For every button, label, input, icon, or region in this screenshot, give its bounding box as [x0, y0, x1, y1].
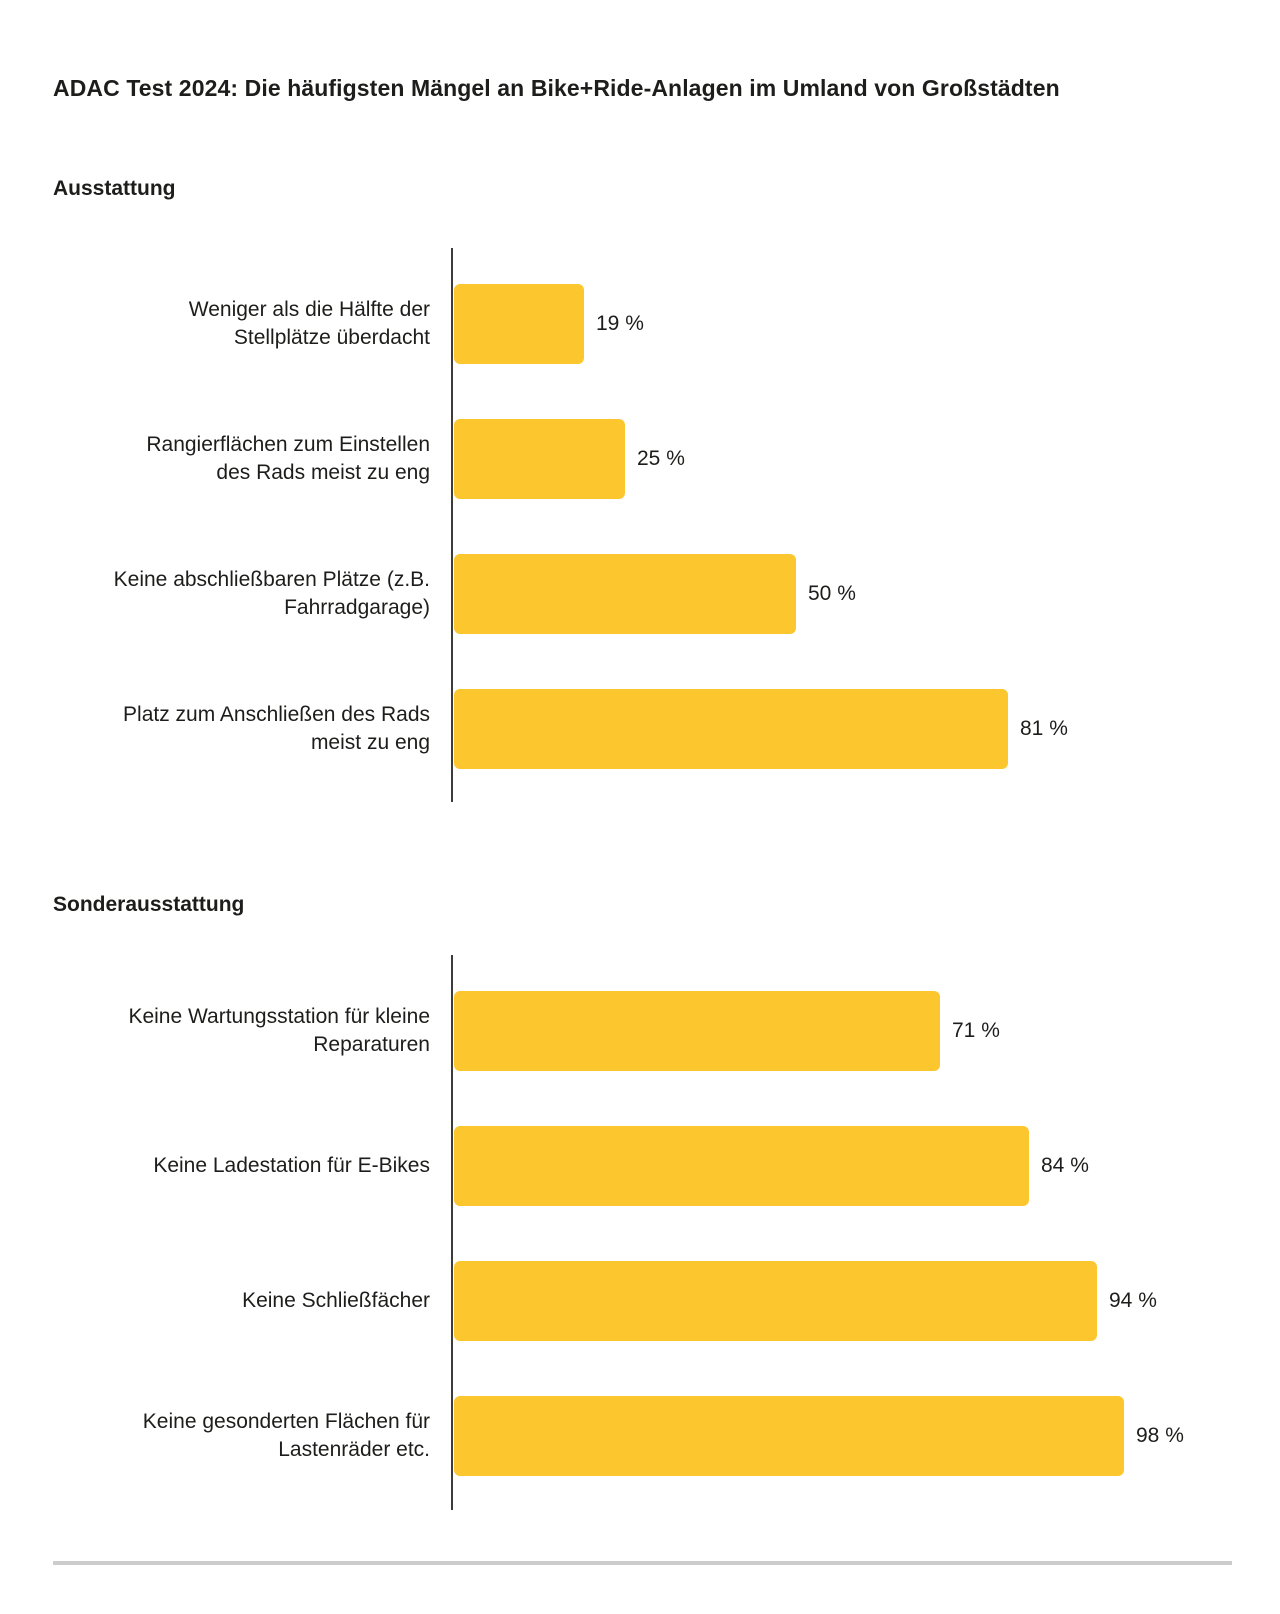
bar-row: Keine abschließbaren Plätze (z.B. Fahrra…: [0, 554, 1280, 634]
bar: [454, 689, 1008, 769]
bar: [454, 1261, 1097, 1341]
category-label: Keine Schließfächer: [242, 1289, 430, 1312]
category-label: Platz zum Anschließen des Rads meist zu …: [123, 703, 430, 754]
bar: [454, 991, 940, 1071]
section-heading-ausstattung: Ausstattung: [53, 177, 176, 201]
bar-row: Keine Schließfächer 94 %: [0, 1261, 1280, 1341]
bar-row: Keine Ladestation für E-Bikes 84 %: [0, 1126, 1280, 1206]
bottom-divider: [53, 1561, 1232, 1565]
bar: [454, 1396, 1124, 1476]
bar-value-label: 50 %: [808, 582, 856, 605]
category-label: Weniger als die Hälfte der Stellplätze ü…: [188, 298, 430, 349]
bar-value-label: 94 %: [1109, 1289, 1157, 1312]
bar-chart-ausstattung: Weniger als die Hälfte der Stellplätze ü…: [0, 248, 1280, 802]
bar: [454, 554, 796, 634]
bar-row: Weniger als die Hälfte der Stellplätze ü…: [0, 284, 1280, 364]
bar-value-label: 71 %: [952, 1019, 1000, 1042]
bar-value-label: 25 %: [637, 447, 685, 470]
bar-row: Rangierflächen zum Einstellen des Rads m…: [0, 419, 1280, 499]
bar-value-label: 19 %: [596, 312, 644, 335]
bar-row: Keine gesonderten Flächen für Lastenräde…: [0, 1396, 1280, 1476]
bar-row: Platz zum Anschließen des Rads meist zu …: [0, 689, 1280, 769]
bar-value-label: 98 %: [1136, 1424, 1184, 1447]
page-title: ADAC Test 2024: Die häufigsten Mängel an…: [53, 75, 1060, 102]
bar-chart-sonderausstattung: Keine Wartungsstation für kleine Reparat…: [0, 955, 1280, 1510]
bar: [454, 284, 584, 364]
bar-value-label: 84 %: [1041, 1154, 1089, 1177]
bar-value-label: 81 %: [1020, 717, 1068, 740]
y-axis-line: [451, 248, 453, 802]
category-label: Rangierflächen zum Einstellen des Rads m…: [146, 433, 430, 484]
category-label: Keine abschließbaren Plätze (z.B. Fahrra…: [113, 568, 430, 619]
y-axis-line: [451, 955, 453, 1510]
section-heading-sonderausstattung: Sonderausstattung: [53, 893, 245, 917]
bar: [454, 419, 625, 499]
category-label: Keine Ladestation für E-Bikes: [153, 1154, 430, 1177]
category-label: Keine Wartungsstation für kleine Reparat…: [128, 1005, 430, 1056]
bar: [454, 1126, 1029, 1206]
bar-row: Keine Wartungsstation für kleine Reparat…: [0, 991, 1280, 1071]
category-label: Keine gesonderten Flächen für Lastenräde…: [142, 1410, 430, 1461]
